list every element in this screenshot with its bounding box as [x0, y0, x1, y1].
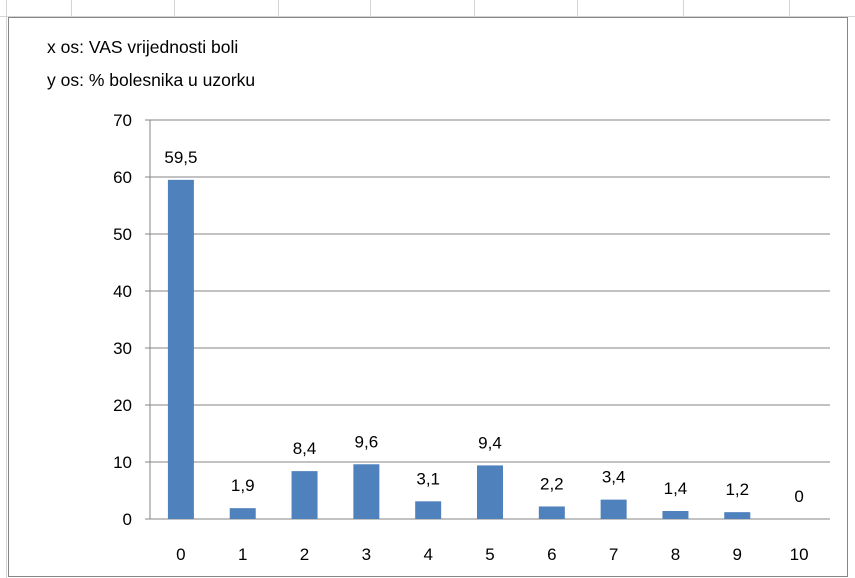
sheet-column-divider: [789, 0, 790, 16]
sheet-column-divider: [577, 0, 578, 16]
sheet-column-divider: [370, 0, 371, 16]
sheet-row-strip: [0, 0, 7, 578]
sheet-column-divider: [683, 0, 684, 16]
sheet-column-divider: [278, 0, 279, 16]
y-axis-annotation: y os: % bolesnika u uzorku: [47, 70, 256, 90]
sheet-column-divider: [71, 0, 72, 16]
chart-area[interactable]: [8, 17, 848, 577]
sheet-column-divider: [474, 0, 475, 16]
sheet-column-strip: [0, 0, 855, 17]
x-axis-annotation: x os: VAS vrijednosti boli: [47, 37, 239, 57]
sheet-column-divider: [174, 0, 175, 16]
